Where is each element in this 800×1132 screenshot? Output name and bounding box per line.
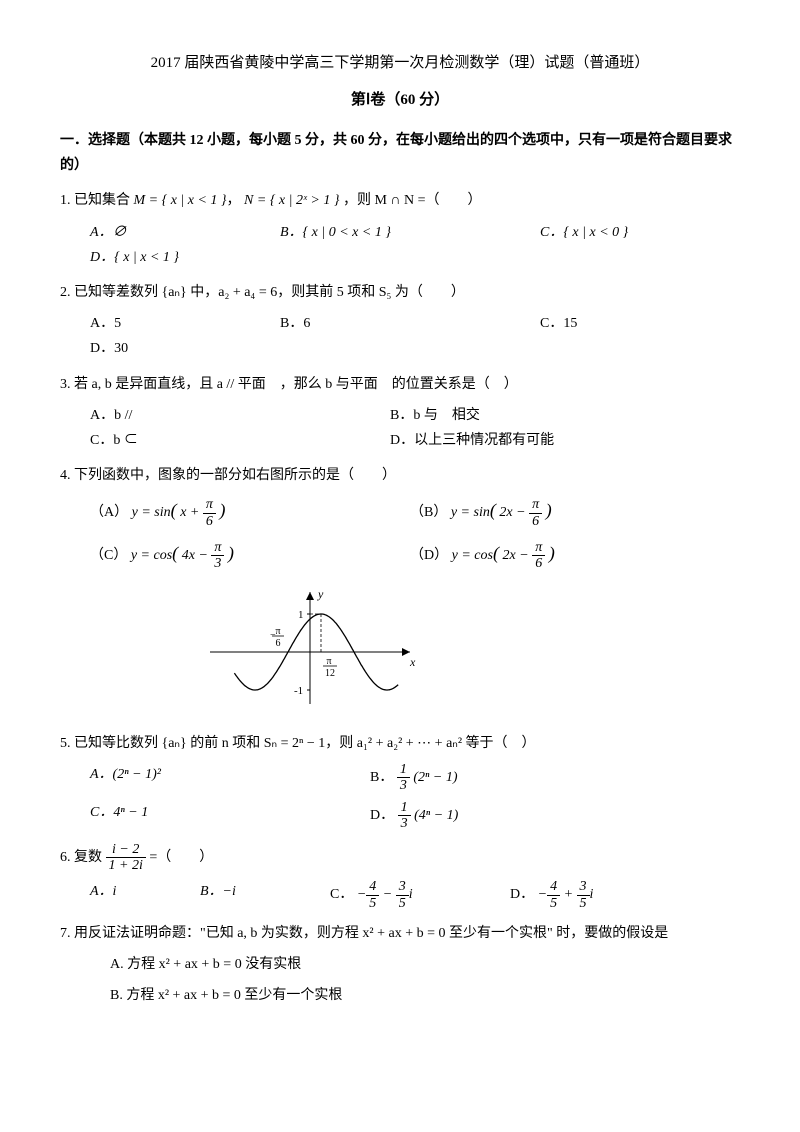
q4-B-expr: y = sin( 2x − π6 ) — [451, 505, 552, 520]
q6-D-t1d: 5 — [547, 896, 560, 911]
svg-text:π: π — [326, 656, 331, 667]
q6-opt-D: D． −45 + 35i — [510, 879, 593, 911]
q2-opt-B: B．6 — [280, 311, 500, 336]
q5-D-rest: (4ⁿ − 1) — [414, 808, 458, 823]
q1-stem-a: 1. 已知集合 — [60, 193, 134, 208]
q6-stem-b: =（ ） — [149, 850, 213, 865]
q7-opt-B: B. 方程 x² + ax + b = 0 至少有一个实根 — [110, 983, 740, 1008]
q6-options: A．i B．−i C． −45 − 35i D． −45 + 35i — [90, 879, 740, 911]
q5-opt-B: B． 13 (2ⁿ − 1) — [370, 762, 458, 794]
q6-D-t2d: 5 — [577, 896, 590, 911]
q6-den: 1 + 2i — [106, 858, 146, 873]
q1-options: A．∅ B．{ x | 0 < x < 1 } C．{ x | x < 0 } … — [90, 220, 740, 270]
q4-opt-D: （D） y = cos( 2x − π6 ) — [410, 537, 555, 572]
question-4: 4. 下列函数中，图象的一部分如右图所示的是（ ） — [60, 463, 740, 488]
q6-C-t1d: 5 — [366, 896, 379, 911]
q4-opt-C: （C） y = cos( 4x − π3 ) — [90, 537, 370, 572]
sine-curve-svg: yx1-1−π6π12 — [200, 582, 420, 712]
svg-text:-1: -1 — [294, 685, 303, 697]
q6-C-t2d: 5 — [396, 896, 409, 911]
q4-A-expr: y = sin( x + π6 ) — [132, 505, 226, 520]
q3-opt-B: B．b 与 相交 — [390, 403, 480, 428]
q1-opt-C: C．{ x | x < 0 } — [540, 220, 690, 245]
q2-opt-C: C．15 — [540, 311, 690, 336]
svg-text:π: π — [275, 626, 280, 637]
question-6: 6. 复数 i − 21 + 2i =（ ） — [60, 842, 740, 874]
q4-opt-A: （A） y = sin( x + π6 ) — [90, 494, 370, 529]
q5-B-num: 1 — [397, 762, 410, 778]
q7-opt-A: A. 方程 x² + ax + b = 0 没有实根 — [110, 952, 740, 977]
q6-D-t2n: 3 — [577, 879, 590, 895]
q6-C-t1n: 4 — [366, 879, 379, 895]
q5-D-pre: D． — [370, 808, 394, 823]
question-3: 3. 若 a, b 是异面直线，且 a // 平面 ，那么 b 与平面 的位置关… — [60, 372, 740, 397]
q3-opt-C: C．b ⊂ — [90, 428, 350, 453]
q6-opt-B: B．−i — [200, 879, 290, 911]
q3-opt-D: D．以上三种情况都有可能 — [390, 428, 554, 453]
q4-C-expr: y = cos( 4x − π3 ) — [131, 548, 234, 563]
exam-title: 2017 届陕西省黄陵中学高三下学期第一次月检测数学（理）试题（普通班） — [60, 50, 740, 77]
q5-opt-A: A．(2ⁿ − 1)² — [90, 762, 330, 794]
q5-B-pre: B． — [370, 770, 393, 785]
q4-D-pre: （D） — [410, 548, 448, 563]
q5-options: A．(2ⁿ − 1)² B． 13 (2ⁿ − 1) C．4ⁿ − 1 D． 1… — [90, 762, 740, 832]
svg-text:12: 12 — [325, 668, 335, 679]
q5-opt-C: C．4ⁿ − 1 — [90, 800, 330, 832]
q4-opt-B: （B） y = sin( 2x − π6 ) — [410, 494, 552, 529]
q6-opt-C: C． −45 − 35i — [330, 879, 470, 911]
q6-num: i − 2 — [106, 842, 146, 858]
q6-D-t1n: 4 — [547, 879, 560, 895]
q4-C-pre: （C） — [90, 548, 127, 563]
q6-C-t2n: 3 — [396, 879, 409, 895]
q3-options: A．b // B．b 与 相交 C．b ⊂ D．以上三种情况都有可能 — [90, 403, 740, 453]
exam-subtitle: 第Ⅰ卷（60 分） — [60, 87, 740, 114]
q2-options: A．5 B．6 C．15 D．30 — [90, 311, 740, 361]
q4-D-expr: y = cos( 2x − π6 ) — [452, 548, 555, 563]
svg-text:1: 1 — [298, 609, 304, 621]
q2-opt-A: A．5 — [90, 311, 240, 336]
q4-options: （A） y = sin( x + π6 ) （B） y = sin( 2x − … — [90, 494, 740, 571]
q6-stem-a: 6. 复数 — [60, 850, 106, 865]
q4-B-pre: （B） — [410, 505, 447, 520]
q5-opt-D: D． 13 (4ⁿ − 1) — [370, 800, 458, 832]
q1-M: M = { x | x < 1 } — [134, 193, 227, 208]
q1-N: N = { x | 2ˣ > 1 } — [244, 193, 339, 208]
svg-text:6: 6 — [276, 638, 281, 649]
q1-opt-B: B．{ x | 0 < x < 1 } — [280, 220, 500, 245]
q1-opt-D: D．{ x | x < 1 } — [90, 245, 179, 270]
section-1-header: 一．选择题（本题共 12 小题，每小题 5 分，共 60 分，在每小题给出的四个… — [60, 128, 740, 178]
svg-text:y: y — [317, 587, 324, 601]
q1-stem-b: ，则 M ∩ N =（ ） — [343, 193, 482, 208]
question-5: 5. 已知等比数列 {aₙ} 的前 n 项和 Sₙ = 2ⁿ − 1，则 a₁²… — [60, 731, 740, 756]
q4-A-pre: （A） — [90, 505, 128, 520]
question-7: 7. 用反证法证明命题："已知 a, b 为实数，则方程 x² + ax + b… — [60, 921, 740, 946]
q5-D-num: 1 — [398, 800, 411, 816]
q5-B-rest: (2ⁿ − 1) — [413, 770, 457, 785]
q6-D-pre: D． — [510, 887, 534, 902]
question-1: 1. 已知集合 M = { x | x < 1 }， N = { x | 2ˣ … — [60, 188, 740, 213]
question-2: 2. 已知等差数列 {aₙ} 中，a₂ + a₄ = 6，则其前 5 项和 S₅… — [60, 280, 740, 305]
q4-graph: yx1-1−π6π12 — [200, 582, 740, 721]
q6-C-pre: C． — [330, 887, 353, 902]
q5-B-den: 3 — [397, 778, 410, 793]
q5-D-den: 3 — [398, 816, 411, 831]
q2-opt-D: D．30 — [90, 336, 128, 361]
q3-opt-A: A．b // — [90, 403, 350, 428]
q1-opt-A: A．∅ — [90, 220, 240, 245]
q6-opt-A: A．i — [90, 879, 160, 911]
svg-text:x: x — [409, 655, 416, 669]
